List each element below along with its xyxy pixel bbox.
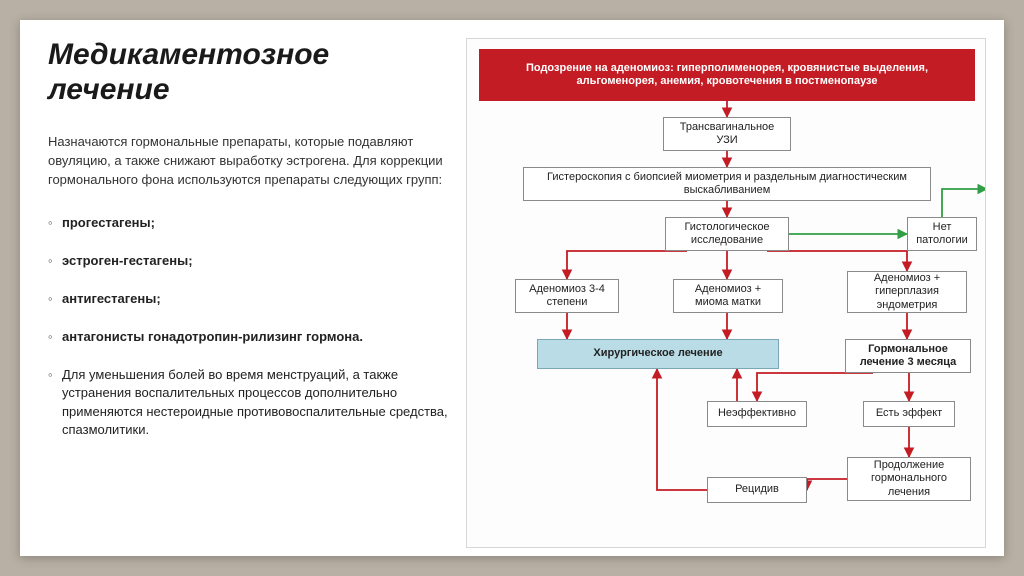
edge [767, 251, 907, 271]
bullet-item: антагонисты гонадотропин-рилизинг гормон… [48, 318, 448, 356]
node-effect: Есть эффект [863, 401, 955, 427]
bullet-list: прогестагены;эстроген-гестагены;антигест… [48, 204, 448, 450]
node-uzi: Трансвагинальное УЗИ [663, 117, 791, 151]
node-admioma: Аденомиоз + миома матки [673, 279, 783, 313]
bullet-item: Для уменьшения болей во время менструаци… [48, 356, 448, 449]
edge [657, 369, 707, 490]
bullet-item: антигестагены; [48, 280, 448, 318]
node-ineff: Неэффективно [707, 401, 807, 427]
node-histology: Гистологическое исследование [665, 217, 789, 251]
node-adhyper: Аденомиоз + гиперплазия эндометрия [847, 271, 967, 313]
slide-card: Медикаментозное лечение Назначаются горм… [20, 20, 1004, 556]
node-ad34: Аденомиоз 3-4 степени [515, 279, 619, 313]
node-recidiv: Рецидив [707, 477, 807, 503]
node-surgery: Хирургическое лечение [537, 339, 779, 369]
flowchart: Подозрение на аденомиоз: гиперполименоре… [466, 38, 986, 548]
node-header: Подозрение на аденомиоз: гиперполименоре… [479, 49, 975, 101]
slide-title: Медикаментозное лечение [48, 38, 448, 107]
text-column: Медикаментозное лечение Назначаются горм… [48, 38, 448, 449]
bullet-item: эстроген-гестагены; [48, 242, 448, 280]
node-hyster: Гистероскопия с биопсией миометрия и раз… [523, 167, 931, 201]
edge [567, 251, 687, 279]
node-nopath: Нет патологии [907, 217, 977, 251]
node-hormonal: Гормональное лечение 3 месяца [845, 339, 971, 373]
edge [807, 479, 847, 490]
edge [757, 373, 873, 401]
edge [942, 189, 985, 217]
intro-paragraph: Назначаются гормональные препараты, кото… [48, 133, 448, 190]
node-continue: Продолжение гормонального лечения [847, 457, 971, 501]
bullet-item: прогестагены; [48, 204, 448, 242]
